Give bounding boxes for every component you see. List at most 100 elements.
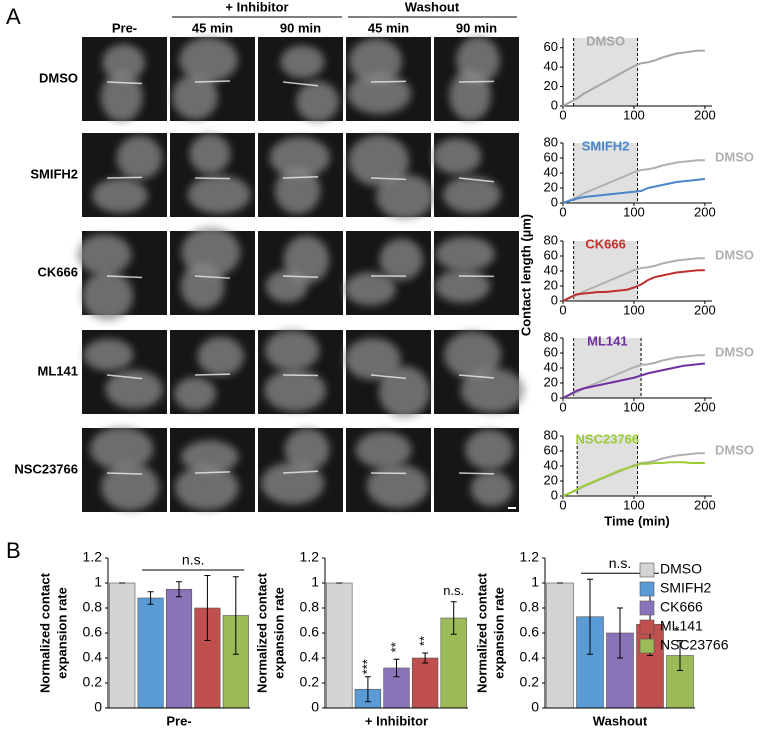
micrograph: [82, 37, 167, 122]
cell: [89, 427, 154, 471]
series-line: [562, 49, 705, 107]
bar: [137, 597, 164, 709]
error-bar: [176, 581, 182, 598]
y-tick-label: 0.6: [300, 624, 320, 640]
micrograph: [346, 428, 431, 512]
cell: [284, 428, 330, 471]
x-tick-label: 100: [623, 497, 645, 512]
cell: [348, 38, 403, 84]
y-tick-label: 60: [544, 39, 558, 54]
cell: [344, 272, 396, 306]
bar: [411, 657, 439, 709]
row-label: ML141: [38, 363, 78, 378]
y-tick-label: 80: [544, 329, 558, 344]
y-axis-label: expansion rate: [271, 587, 286, 679]
cell: [274, 167, 321, 215]
error-bar: [393, 658, 400, 678]
y-tick-label: 80: [544, 232, 558, 247]
contact: [106, 472, 143, 475]
x-axis-label: Pre-: [166, 713, 191, 728]
y-axis-label: Normalized contact: [254, 572, 269, 693]
cell: [379, 238, 423, 281]
micrograph: [170, 428, 255, 512]
cell: [180, 263, 225, 310]
legend-swatch: [639, 562, 655, 578]
cell: [172, 74, 218, 120]
micrograph: [432, 133, 519, 217]
significance: **: [388, 642, 403, 652]
series-label: DMSO: [715, 345, 754, 360]
legend-swatch: [639, 600, 655, 616]
error-bar: [587, 578, 593, 655]
x-tick-label: 100: [623, 107, 645, 122]
series-label: ML141: [587, 333, 627, 348]
legend-label: ML141: [660, 618, 703, 634]
bracket-label: n.s.: [609, 555, 632, 571]
micrograph: [170, 133, 255, 217]
y-tick-label: 0.8: [83, 599, 103, 615]
y-tick-label: 60: [544, 149, 558, 164]
micrograph: [258, 329, 343, 414]
cell: [465, 429, 514, 470]
x-tick-label: 0: [559, 302, 566, 317]
y-tick-label: 60: [544, 344, 558, 359]
x-tick-label: 200: [694, 497, 716, 512]
series-label: SMIFH2: [582, 138, 630, 153]
y-tick-label: 1.2: [520, 549, 540, 565]
x-axis-label: Time (min): [604, 513, 670, 528]
error-bar: [232, 576, 239, 655]
x-tick-label: 0: [559, 399, 566, 414]
cell: [264, 329, 320, 371]
cell: [189, 133, 231, 175]
y-axis-label: expansion rate: [491, 587, 506, 679]
y-tick-label: 0.8: [520, 599, 540, 615]
micrograph: [77, 231, 167, 321]
y-tick-label: 0: [311, 699, 319, 715]
contact: [194, 80, 231, 83]
y-tick-label: 20: [544, 78, 558, 93]
series-line: [562, 269, 705, 302]
cell: [460, 368, 525, 413]
y-tick-label: 40: [544, 457, 558, 472]
row-label: CK666: [38, 264, 78, 279]
contact: [282, 275, 319, 278]
cell: [197, 336, 244, 376]
y-axis-label: expansion rate: [54, 587, 69, 679]
y-tick-label: 0.4: [83, 649, 103, 665]
series-label: DMSO: [715, 248, 754, 263]
cell: [432, 138, 482, 175]
cell: [442, 176, 501, 214]
y-tick-label: 20: [544, 472, 558, 487]
micrograph: [346, 37, 431, 121]
y-tick-label: 0: [94, 699, 102, 715]
cell: [101, 463, 160, 511]
error-bar: [364, 676, 371, 703]
micrograph: [344, 231, 431, 315]
y-tick-label: 1: [311, 574, 319, 590]
cell: [265, 270, 308, 303]
contact: [458, 472, 495, 475]
series-label: CK666: [585, 236, 625, 251]
contact: [458, 374, 495, 379]
column-group: + Inhibitor: [225, 0, 288, 14]
x-tick-label: 200: [694, 107, 716, 122]
column-label: Pre-: [112, 20, 137, 35]
y-tick-label: 0.2: [83, 674, 103, 690]
contact: [106, 176, 143, 179]
y-tick-label: 0.6: [520, 624, 540, 640]
contact: [282, 176, 319, 179]
cell: [378, 366, 430, 418]
x-tick-label: 0: [559, 107, 566, 122]
y-tick-label: 80: [544, 427, 558, 442]
y-tick-label: 1: [531, 574, 539, 590]
micrograph: [170, 37, 255, 121]
y-tick-label: 40: [544, 262, 558, 277]
legend-swatch: [639, 638, 655, 654]
y-axis-label: Contact length (µm): [518, 214, 533, 336]
contact: [194, 373, 231, 376]
y-tick-label: 0: [551, 292, 558, 307]
y-tick-label: 20: [544, 277, 558, 292]
cell: [269, 136, 330, 178]
series-line: [562, 461, 705, 497]
x-tick-label: 100: [623, 302, 645, 317]
